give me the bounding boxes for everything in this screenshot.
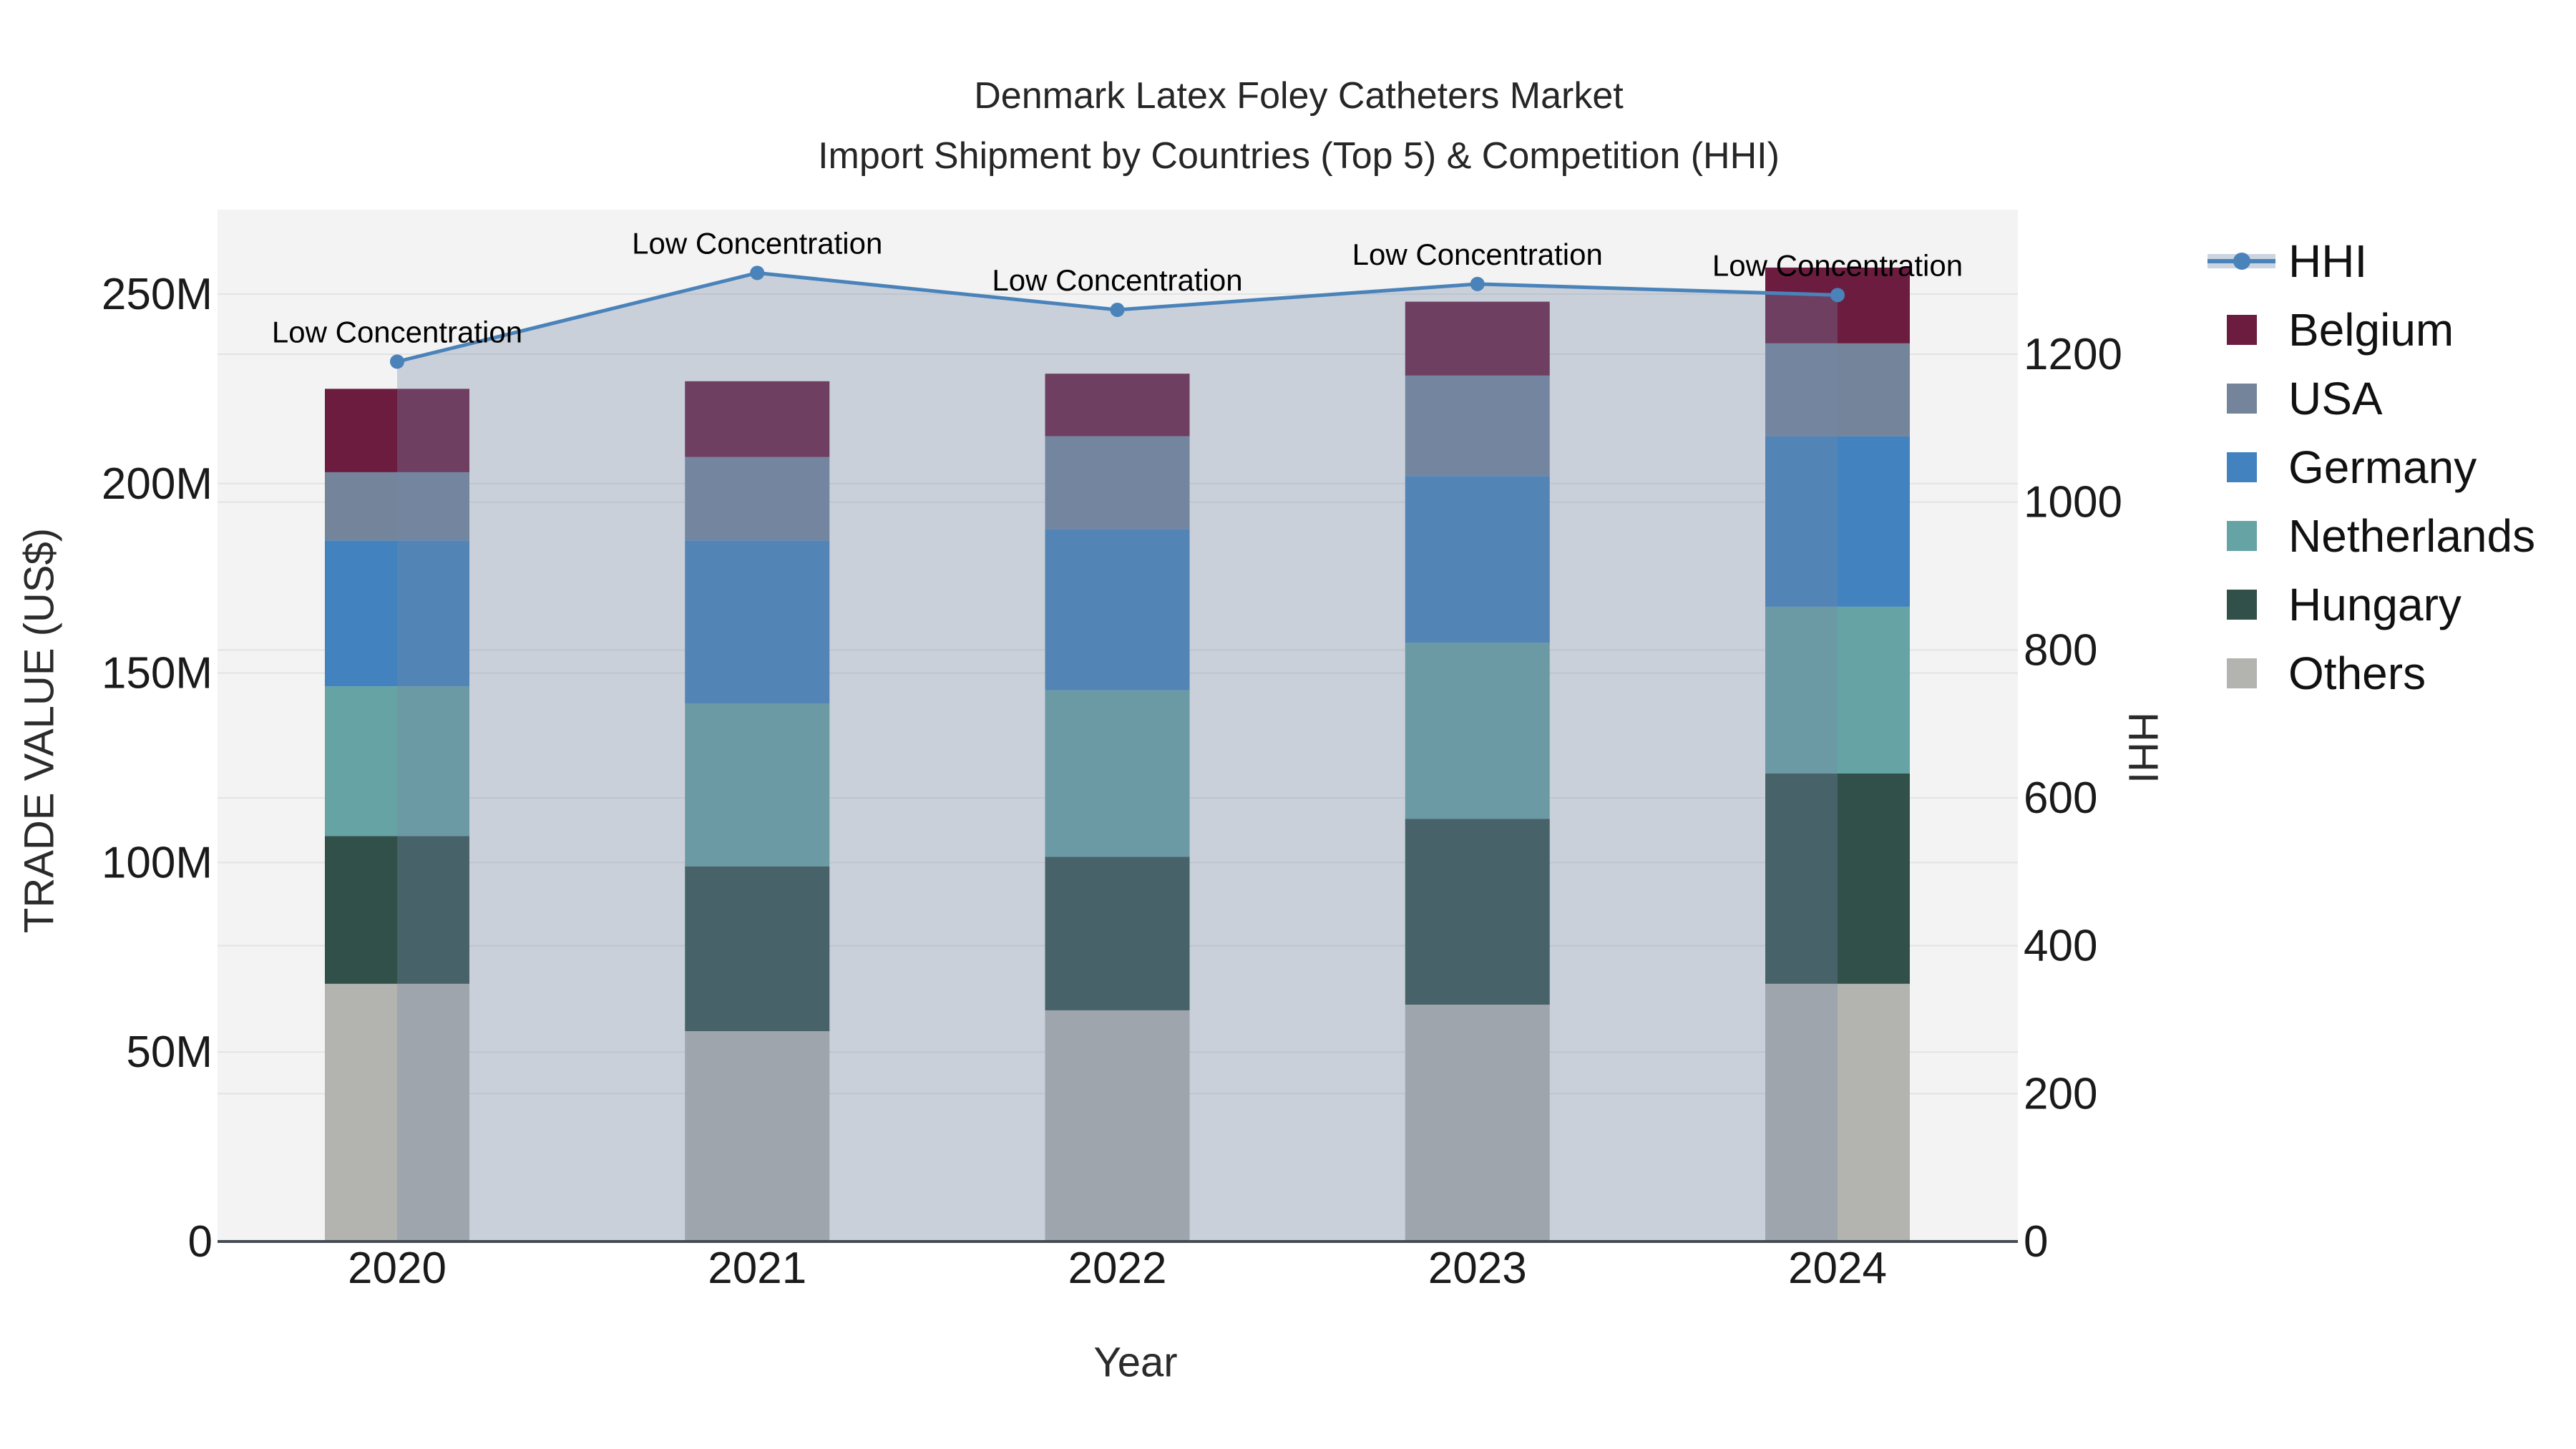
legend: HHI Belgium USA Germany Netherlands Hungary Ot… — [2207, 227, 2535, 708]
bar-hungary-2023 — [1405, 819, 1550, 1005]
annotation-low-concentration-2021: Low Concentration — [632, 226, 882, 260]
y-right-tick-200: 200 — [2024, 1069, 2097, 1118]
bar-belgium-2022 — [1045, 374, 1190, 436]
legend-label-usa: USA — [2288, 373, 2383, 424]
y-left-tick-100M: 100M — [102, 838, 213, 887]
legend-color-netherlands — [2227, 521, 2257, 551]
legend-hhi-dot — [2233, 253, 2250, 270]
legend-color-others — [2227, 658, 2257, 688]
bar-germany-2023 — [1405, 476, 1550, 643]
chart-title-line1: Denmark Latex Foley Catheters Market — [974, 75, 1624, 117]
legend-item-netherlands[interactable]: Netherlands — [2207, 502, 2535, 570]
legend-label-germany: Germany — [2288, 441, 2477, 493]
hhi-marker-2020 — [390, 354, 404, 369]
y-left-tick-200M: 200M — [102, 459, 213, 509]
chart-title: Denmark Latex Foley Catheters Market Imp… — [818, 72, 1780, 180]
hhi-marker-2021 — [750, 265, 765, 280]
bar-usa-2020 — [325, 472, 469, 541]
bar-netherlands-2023 — [1405, 643, 1550, 819]
legend-item-others[interactable]: Others — [2207, 639, 2535, 708]
bar-usa-2023 — [1405, 375, 1550, 477]
legend-swatch-others — [2207, 658, 2275, 689]
y-left-tick-250M: 250M — [102, 270, 213, 319]
hhi-marker-2023 — [1470, 276, 1485, 291]
chart-title-line2: Import Shipment by Countries (Top 5) & C… — [818, 135, 1780, 177]
bar-hungary-2021 — [685, 866, 830, 1032]
bar-usa-2022 — [1045, 436, 1190, 530]
bar-germany-2022 — [1045, 529, 1190, 691]
y-right-tick-400: 400 — [2024, 922, 2097, 971]
hhi-marker-2022 — [1110, 303, 1125, 318]
y-left-axis-title: TRADE VALUE (US$) — [16, 527, 63, 934]
x-axis-title: Year — [1093, 1339, 1178, 1386]
bar-netherlands-2020 — [325, 686, 469, 836]
bar-belgium-2023 — [1405, 301, 1550, 376]
bar-netherlands-2024 — [1765, 606, 1910, 774]
annotation-low-concentration-2022: Low Concentration — [992, 263, 1242, 297]
y-right-tick-0: 0 — [2024, 1217, 2048, 1267]
bar-belgium-2021 — [685, 381, 830, 457]
bar-others-2020 — [325, 983, 469, 1241]
legend-swatch-germany — [2207, 452, 2275, 483]
y-right-axis-title: HHI — [2119, 712, 2167, 784]
legend-item-belgium[interactable]: Belgium — [2207, 296, 2535, 364]
legend-label-belgium: Belgium — [2288, 304, 2454, 356]
bar-hungary-2020 — [325, 836, 469, 984]
y-left-tick-50M: 50M — [126, 1028, 213, 1077]
y-right-tick-1200: 1200 — [2024, 330, 2122, 379]
legend-swatch-usa — [2207, 383, 2275, 414]
y-left-tick-150M: 150M — [102, 649, 213, 698]
legend-swatch-belgium — [2207, 314, 2275, 346]
x-tick-2023: 2023 — [1428, 1244, 1527, 1293]
legend-color-usa — [2227, 384, 2257, 414]
legend-item-hungary[interactable]: Hungary — [2207, 570, 2535, 639]
annotation-low-concentration-2020: Low Concentration — [272, 315, 522, 348]
bar-belgium-2024 — [1765, 267, 1910, 343]
bar-germany-2020 — [325, 540, 469, 687]
legend-item-usa[interactable]: USA — [2207, 364, 2535, 433]
bar-hungary-2024 — [1765, 773, 1910, 984]
legend-label-others: Others — [2288, 648, 2426, 699]
x-tick-2021: 2021 — [708, 1244, 806, 1293]
legend-line-marker-icon — [2207, 245, 2275, 277]
hhi-marker-2024 — [1830, 288, 1845, 303]
hhi-area-fill — [397, 273, 1838, 1242]
legend-color-belgium — [2227, 315, 2257, 345]
annotation-low-concentration-2023: Low Concentration — [1352, 238, 1603, 271]
bar-usa-2021 — [685, 457, 830, 541]
bar-belgium-2020 — [325, 389, 469, 472]
legend-item-hhi[interactable]: HHI — [2207, 227, 2535, 296]
bar-others-2021 — [685, 1031, 830, 1241]
y-left-tick-0: 0 — [188, 1217, 213, 1267]
legend-swatch-hungary — [2207, 589, 2275, 620]
bar-germany-2021 — [685, 540, 830, 703]
y-right-tick-800: 800 — [2024, 625, 2097, 675]
bar-netherlands-2022 — [1045, 690, 1190, 857]
y-right-tick-1000: 1000 — [2024, 478, 2122, 527]
legend-color-germany — [2227, 452, 2257, 482]
legend-label-hhi: HHI — [2288, 235, 2368, 287]
legend-swatch-netherlands — [2207, 520, 2275, 552]
bar-hungary-2022 — [1045, 857, 1190, 1010]
x-tick-2020: 2020 — [348, 1244, 447, 1293]
bar-others-2024 — [1765, 983, 1910, 1241]
x-tick-2024: 2024 — [1788, 1244, 1887, 1293]
legend-label-netherlands: Netherlands — [2288, 510, 2536, 562]
bar-others-2022 — [1045, 1010, 1190, 1241]
bar-germany-2024 — [1765, 436, 1910, 607]
bar-usa-2024 — [1765, 343, 1910, 436]
legend-label-hungary: Hungary — [2288, 579, 2462, 630]
bar-netherlands-2021 — [685, 703, 830, 867]
annotation-low-concentration-2024: Low Concentration — [1712, 248, 1963, 282]
legend-color-hungary — [2227, 590, 2257, 620]
y-right-tick-600: 600 — [2024, 774, 2097, 823]
legend-item-germany[interactable]: Germany — [2207, 433, 2535, 502]
x-tick-2022: 2022 — [1068, 1244, 1167, 1293]
bar-others-2023 — [1405, 1005, 1550, 1241]
